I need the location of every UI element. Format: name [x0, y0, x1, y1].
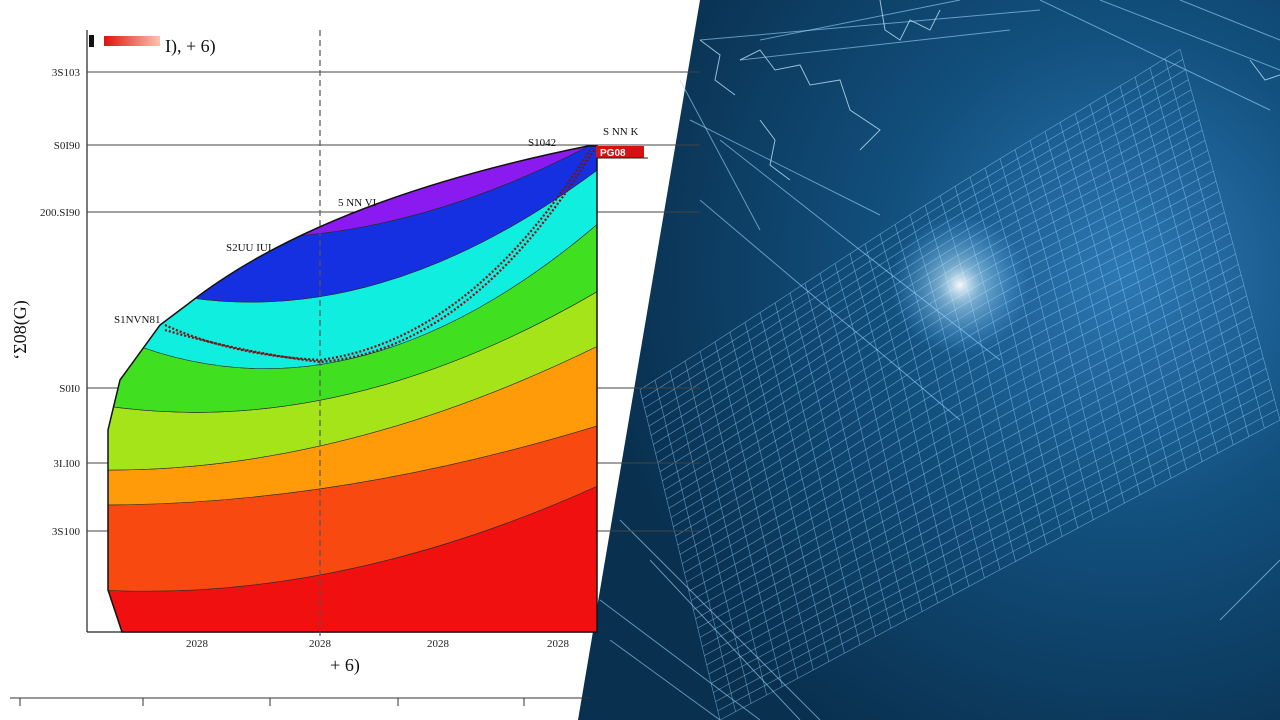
blueprint-line-9: [649, 559, 801, 720]
blueprint-panel: [578, 0, 1280, 720]
blueprint-contour-4: [1249, 59, 1280, 81]
annotation-4: S1NVN81: [114, 314, 160, 326]
annotations: S1042 S NN K 5 NN VI S2UU IUI S1NVN81: [114, 126, 639, 326]
apex-badge: PG08: [596, 146, 648, 159]
blueprint-line-4: [1039, 0, 1271, 111]
blueprint-line-7: [609, 639, 721, 720]
blueprint-lines: [599, 0, 1280, 720]
x-tick-label-0: 2028: [186, 638, 209, 650]
blueprint-line-10: [1179, 0, 1280, 41]
blueprint-contour-0: [739, 49, 881, 151]
region-outline: [107, 145, 598, 633]
blueprint-line-11: [759, 0, 961, 41]
badge-box: [596, 146, 644, 158]
annotation-1: S NN K: [603, 126, 639, 138]
x-tick-labels: 2028 2028 2028 2028: [186, 638, 570, 650]
y-tick-label-1: S0I90: [54, 140, 81, 152]
y-tick-label-2: 200.SI90: [40, 207, 81, 219]
x-axis-title: + 6): [330, 655, 360, 676]
y-tick-label-3: S0I0: [59, 383, 80, 395]
x-tick-label-2: 2028: [427, 638, 450, 650]
band-top-red: [108, 146, 597, 152]
blueprint-line-8: [619, 519, 821, 720]
blueprint-contour-1: [879, 0, 941, 41]
badge-text: PG08: [600, 148, 626, 159]
contour-bands: [108, 146, 597, 632]
dotted-curve-upper: [164, 149, 595, 364]
blueprint-line-12: [739, 29, 1011, 61]
blueprint-line-13: [679, 79, 761, 231]
annotation-2: 5 NN VI: [338, 197, 377, 209]
y-tick-label-0: 3S103: [52, 67, 81, 79]
y-tick-label-4: 3I.I00: [53, 458, 80, 470]
blueprint-contour-2: [699, 39, 736, 96]
bottom-rule-ticks: [19, 698, 525, 706]
legend: I), + 6): [89, 35, 216, 57]
x-tick-label-3: 2028: [547, 638, 570, 650]
blueprint-line-0: [699, 9, 1041, 41]
annotation-3: S2UU IUI: [226, 242, 272, 254]
annotation-0: S1042: [528, 137, 556, 149]
legend-marker: [89, 35, 94, 47]
y-tick-label-5: 3S100: [52, 526, 81, 538]
blueprint-line-14: [1219, 559, 1280, 621]
dotted-curve-lower: [164, 149, 591, 362]
blueprint-contour-3: [759, 119, 791, 181]
y-tick-labels: 3S103 S0I90 200.SI90 S0I0 3I.I00 3S100: [40, 67, 81, 538]
blueprint-line-1: [689, 119, 881, 216]
x-tick-label-1: 2028: [309, 638, 332, 650]
y-axis-title: ‘Σ08(G): [10, 300, 31, 359]
mesh-highlight: [890, 215, 1030, 355]
blueprint-background: [578, 0, 1280, 720]
legend-swatch: [104, 36, 160, 46]
blueprint-line-6: [599, 599, 761, 720]
blueprint-line-5: [1099, 0, 1280, 71]
legend-label: I), + 6): [165, 36, 216, 57]
